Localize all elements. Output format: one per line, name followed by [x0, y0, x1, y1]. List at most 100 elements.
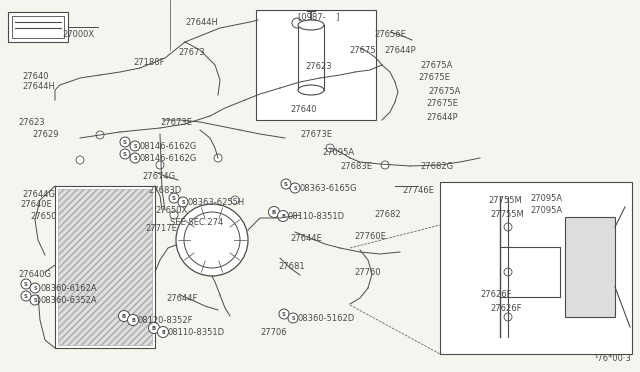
Text: S: S: [33, 285, 36, 291]
Text: 27644P: 27644P: [384, 46, 415, 55]
Text: 27640G: 27640G: [18, 270, 51, 279]
Circle shape: [214, 154, 222, 162]
Circle shape: [176, 204, 248, 276]
Text: 27706: 27706: [260, 328, 287, 337]
Circle shape: [170, 211, 178, 219]
Text: 27681: 27681: [278, 262, 305, 271]
Circle shape: [288, 313, 298, 323]
Bar: [8, 12, 68, 42]
Text: S: S: [133, 144, 137, 148]
Circle shape: [269, 206, 280, 218]
Circle shape: [381, 161, 389, 169]
Text: 27640: 27640: [22, 72, 49, 81]
Text: 27650X: 27650X: [155, 206, 188, 215]
Text: 27682G: 27682G: [420, 162, 453, 171]
Text: S: S: [293, 186, 297, 190]
Text: 27644H: 27644H: [185, 18, 218, 27]
Text: 27675: 27675: [349, 46, 376, 55]
Text: 08110-8351D: 08110-8351D: [168, 328, 225, 337]
Text: [0987-    ]: [0987- ]: [298, 12, 339, 21]
Text: 27640: 27640: [290, 105, 317, 114]
Circle shape: [169, 193, 179, 203]
Text: 27644G: 27644G: [22, 190, 55, 199]
Circle shape: [118, 311, 129, 321]
Text: 27644E: 27644E: [290, 234, 322, 243]
Circle shape: [504, 223, 512, 231]
Text: 08146-6162G: 08146-6162G: [140, 154, 197, 163]
Text: ¹76*00·3: ¹76*00·3: [594, 354, 631, 363]
Bar: [58, 189, 152, 345]
Text: 08120-8352F: 08120-8352F: [138, 316, 193, 325]
Text: S: S: [282, 311, 286, 317]
Bar: [440, 182, 632, 354]
Text: 27095A: 27095A: [322, 148, 354, 157]
Circle shape: [30, 283, 40, 293]
Text: 27683E: 27683E: [340, 162, 372, 171]
Circle shape: [21, 279, 31, 289]
Ellipse shape: [298, 20, 324, 30]
Text: 27675A: 27675A: [428, 87, 460, 96]
Bar: [12, 16, 64, 38]
Text: 27650: 27650: [30, 212, 56, 221]
Circle shape: [157, 327, 168, 337]
Text: 08146-6162G: 08146-6162G: [140, 142, 197, 151]
Circle shape: [120, 149, 130, 159]
Circle shape: [148, 323, 159, 334]
Text: 08110-8351D: 08110-8351D: [288, 212, 345, 221]
Text: 27656E: 27656E: [374, 30, 406, 39]
Text: 27673: 27673: [178, 48, 205, 57]
Text: 27626F: 27626F: [480, 290, 511, 299]
Circle shape: [279, 309, 289, 319]
Circle shape: [231, 196, 239, 204]
Text: 27644F: 27644F: [166, 294, 197, 303]
Text: 27717E: 27717E: [145, 224, 177, 233]
Text: 27644P: 27644P: [426, 113, 458, 122]
Text: S: S: [24, 294, 28, 298]
Text: B: B: [122, 314, 126, 318]
Text: 27000X: 27000X: [62, 30, 94, 39]
Circle shape: [130, 153, 140, 163]
Text: 27760E: 27760E: [354, 232, 386, 241]
Circle shape: [326, 144, 334, 152]
Bar: [565, 217, 615, 317]
Text: SEE SEC.274: SEE SEC.274: [170, 218, 223, 227]
Text: S: S: [123, 140, 127, 144]
Text: 27683D: 27683D: [148, 186, 181, 195]
Circle shape: [278, 211, 289, 221]
Circle shape: [281, 179, 291, 189]
Circle shape: [96, 131, 104, 139]
Text: 27623: 27623: [305, 62, 332, 71]
Text: B: B: [281, 214, 285, 218]
Text: B: B: [272, 209, 276, 215]
Circle shape: [76, 156, 84, 164]
Text: 08360-6162A: 08360-6162A: [40, 284, 97, 293]
Ellipse shape: [298, 85, 324, 95]
Text: 27623: 27623: [18, 118, 45, 127]
Circle shape: [21, 291, 31, 301]
Circle shape: [178, 197, 188, 207]
Text: S: S: [291, 315, 295, 321]
Text: 27626F: 27626F: [490, 304, 522, 313]
Circle shape: [290, 183, 300, 193]
Text: 27095A: 27095A: [530, 194, 562, 203]
Text: 27629: 27629: [32, 130, 58, 139]
Text: 27640E: 27640E: [20, 200, 52, 209]
Text: S: S: [123, 151, 127, 157]
Bar: [55, 186, 155, 348]
Text: S: S: [33, 298, 36, 302]
Text: 08360-5162D: 08360-5162D: [298, 314, 355, 323]
Circle shape: [30, 295, 40, 305]
Text: 08363-6165G: 08363-6165G: [300, 184, 358, 193]
Circle shape: [156, 161, 164, 169]
Circle shape: [504, 268, 512, 276]
Text: S: S: [181, 199, 185, 205]
Text: 27644H: 27644H: [22, 82, 55, 91]
Text: S: S: [172, 196, 176, 201]
Text: 27682: 27682: [374, 210, 401, 219]
Circle shape: [127, 314, 138, 326]
Text: 27095A: 27095A: [530, 206, 562, 215]
Text: 27674G: 27674G: [142, 172, 175, 181]
Circle shape: [130, 141, 140, 151]
Text: 27755M: 27755M: [490, 210, 524, 219]
Text: 27755M: 27755M: [488, 196, 522, 205]
